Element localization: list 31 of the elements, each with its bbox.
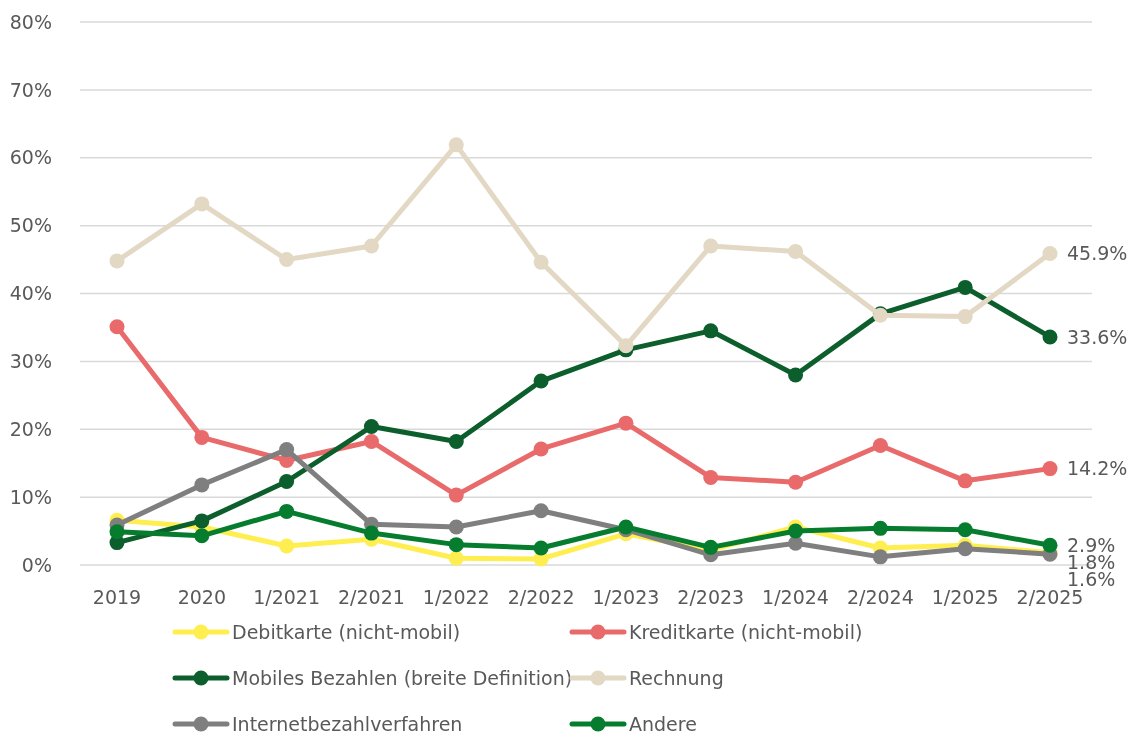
legend-label: Rechnung	[629, 666, 724, 689]
x-tick-label: 1/2022	[422, 586, 490, 608]
x-tick-label: 2020	[177, 586, 226, 608]
x-tick-label: 2/2022	[507, 586, 575, 608]
legend-label: Mobiles Bezahlen (breite Definition)	[232, 666, 573, 689]
y-tick-label: 30%	[9, 350, 52, 373]
legend-label: Internetbezahlverfahren	[232, 712, 463, 735]
y-tick-label: 20%	[9, 417, 52, 440]
y-tick-label: 80%	[9, 10, 52, 33]
x-tick-label: 2019	[92, 586, 142, 608]
y-tick-label: 40%	[9, 282, 52, 305]
x-tick-label: 1/2021	[253, 586, 321, 608]
x-tick-label: 1/2023	[592, 586, 660, 608]
x-tick-label: 2/2023	[677, 586, 745, 608]
y-tick-label: 10%	[9, 485, 52, 508]
data-label: 33.6%	[1067, 325, 1128, 348]
x-tick-label: 1/2025	[931, 586, 999, 608]
y-tick-label: 70%	[9, 78, 52, 101]
y-tick-label: 0%	[21, 553, 52, 576]
x-tick-label: 2/2021	[338, 586, 405, 608]
x-tick-label: 2/2024	[846, 586, 914, 608]
legend-label: Andere	[629, 712, 697, 735]
x-tick-label: 1/2024	[762, 586, 829, 608]
y-tick-label: 60%	[9, 146, 52, 169]
data-label: 14.2%	[1067, 457, 1128, 480]
data-label: 45.9%	[1067, 242, 1128, 265]
x-tick-label: 2/2025	[1016, 586, 1084, 608]
data-label: 2.9%	[1067, 533, 1116, 556]
legend-label: Debitkarte (nicht-mobil)	[232, 620, 461, 643]
y-tick-label: 50%	[9, 214, 52, 237]
legend-label: Kreditkarte (nicht-mobil)	[629, 620, 863, 643]
